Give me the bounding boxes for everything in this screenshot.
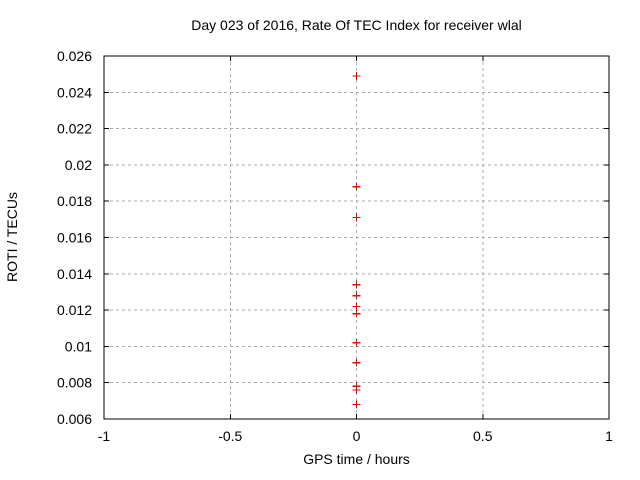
y-tick-label: 0.02 [65, 157, 92, 173]
data-point-marker [352, 280, 361, 289]
y-tick-label: 0.014 [57, 266, 92, 282]
data-point-marker [352, 400, 361, 409]
data-point-marker [352, 182, 361, 191]
y-tick-label: 0.01 [65, 338, 92, 354]
y-tick-label: 0.006 [57, 411, 92, 427]
y-tick-label: 0.008 [57, 375, 92, 391]
data-point-marker [352, 338, 361, 347]
x-tick-label: -1 [98, 428, 111, 444]
y-tick-label: 0.016 [57, 230, 92, 246]
data-point-marker [352, 302, 361, 311]
y-tick-label: 0.012 [57, 302, 92, 318]
data-point-marker [352, 309, 361, 318]
chart-title: Day 023 of 2016, Rate Of TEC Index for r… [191, 17, 522, 33]
y-tick-label: 0.018 [57, 193, 92, 209]
y-tick-label: 0.022 [57, 121, 92, 137]
y-tick-label: 0.026 [57, 48, 92, 64]
x-axis-label: GPS time / hours [303, 451, 410, 467]
data-point-marker [352, 213, 361, 222]
x-tick-label: 0 [353, 428, 361, 444]
data-point-marker [352, 358, 361, 367]
data-point-marker [352, 291, 361, 300]
x-tick-label: 1 [605, 428, 613, 444]
y-tick-label: 0.024 [57, 84, 92, 100]
x-tick-label: -0.5 [218, 428, 242, 444]
x-tick-label: 0.5 [473, 428, 493, 444]
data-point-marker [352, 385, 361, 394]
plot-border [103, 55, 610, 420]
data-point-marker [352, 71, 361, 80]
